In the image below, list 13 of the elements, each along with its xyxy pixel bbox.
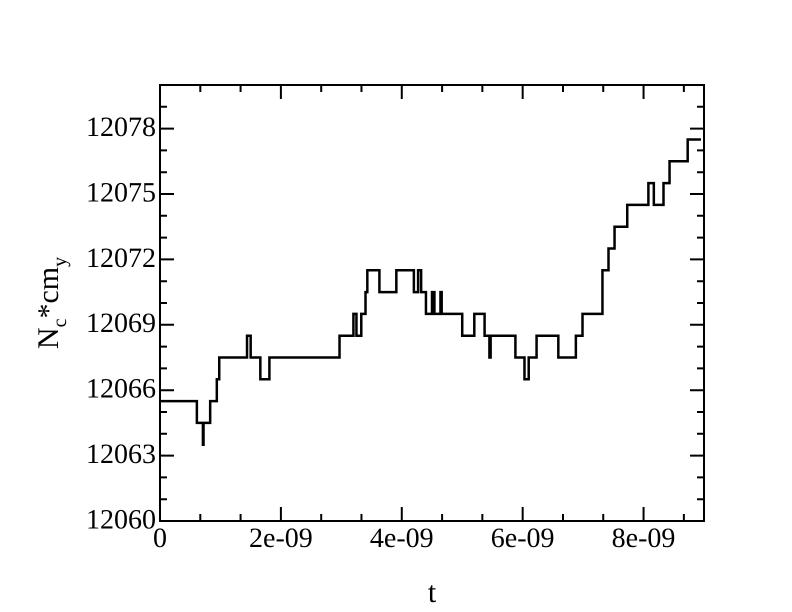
y-tick-label: 12063 [86,438,156,470]
x-axis-title: t [428,576,437,609]
y-axis-title: Nc*cmy [32,256,71,350]
x-tick-label: 6e-09 [490,523,555,554]
y-tick-label: 12066 [86,374,156,405]
y-tick-label: 12069 [86,308,156,340]
y-tick-label: 12075 [86,177,156,208]
y-tick-label: 12078 [86,112,156,143]
x-tick-label: 8e-09 [612,523,676,554]
y-tick-label: 12072 [86,242,156,274]
x-tick-label: 2e-09 [249,523,313,554]
x-tick-label: 0 [153,523,167,554]
x-tick-label: 4e-09 [370,523,434,554]
